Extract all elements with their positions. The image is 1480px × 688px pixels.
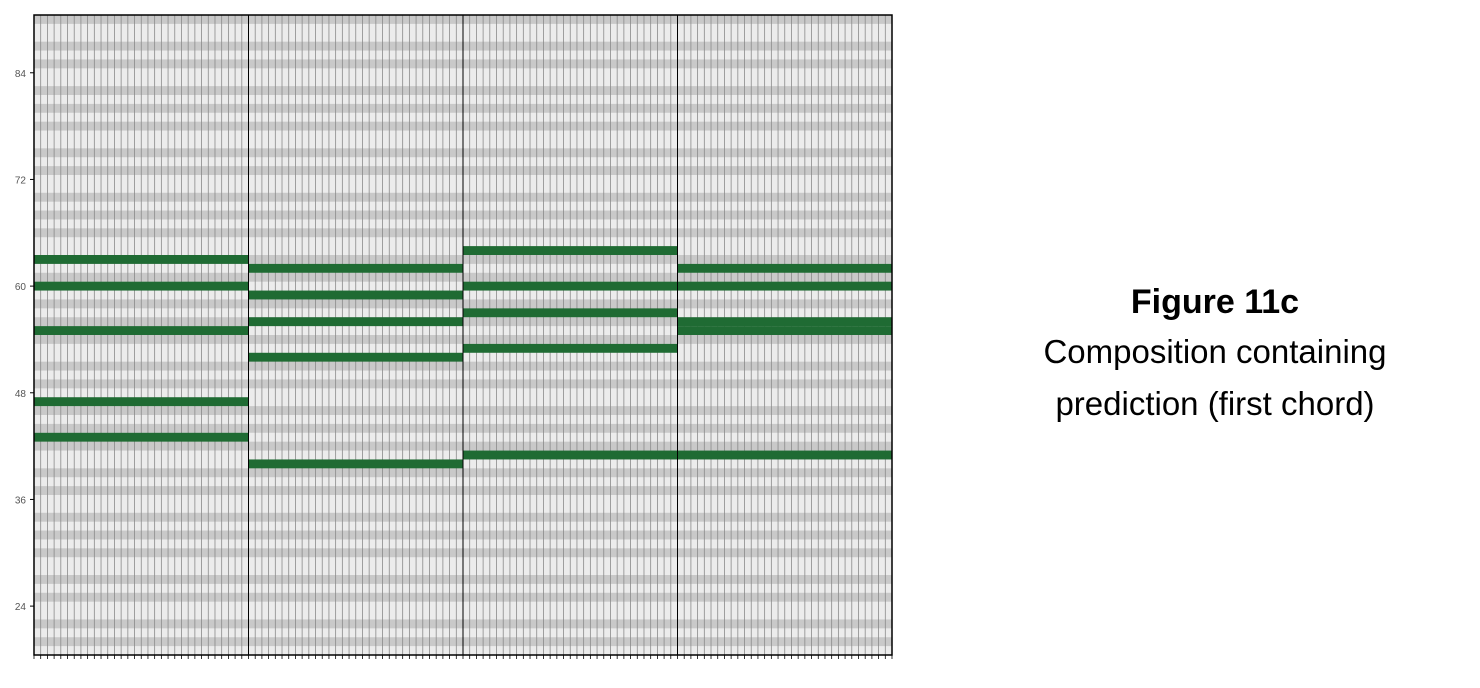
- figure-description-line-1: Composition containing: [1043, 333, 1387, 370]
- note-bar: [34, 397, 249, 407]
- note-bar: [248, 290, 463, 300]
- y-tick-label: 84: [15, 69, 27, 80]
- figure-caption: Figure 11c Composition containing predic…: [985, 278, 1445, 430]
- note-bar: [463, 308, 678, 318]
- note-bar: [248, 263, 463, 273]
- note-bar: [34, 326, 249, 335]
- figure-title: Figure 11c: [1130, 283, 1300, 321]
- note-bar: [34, 255, 249, 264]
- note-bar: [463, 343, 678, 353]
- note-bar: [248, 459, 463, 469]
- piano-roll-chart: 84 72 60 48 36 24: [15, 14, 893, 659]
- y-tick-label: 60: [15, 282, 27, 293]
- y-tick-label: 36: [15, 495, 27, 506]
- axes: 84 72 60 48 36 24: [15, 14, 893, 659]
- note-bar: [34, 432, 249, 442]
- y-tick-label: 48: [15, 389, 27, 400]
- notes-layer: [34, 246, 892, 469]
- note-bar: [248, 352, 463, 362]
- y-tick-label: 24: [15, 602, 27, 613]
- note-bar: [248, 317, 463, 327]
- figure-description-line-2: prediction (first chord): [1055, 385, 1375, 422]
- note-bar: [677, 326, 892, 335]
- note-bar: [677, 317, 892, 327]
- y-tick-label: 72: [15, 175, 27, 186]
- note-bar: [677, 281, 892, 291]
- note-bar: [463, 281, 678, 291]
- note-bar: [34, 281, 249, 291]
- note-bar: [677, 263, 892, 273]
- note-bar: [463, 246, 678, 255]
